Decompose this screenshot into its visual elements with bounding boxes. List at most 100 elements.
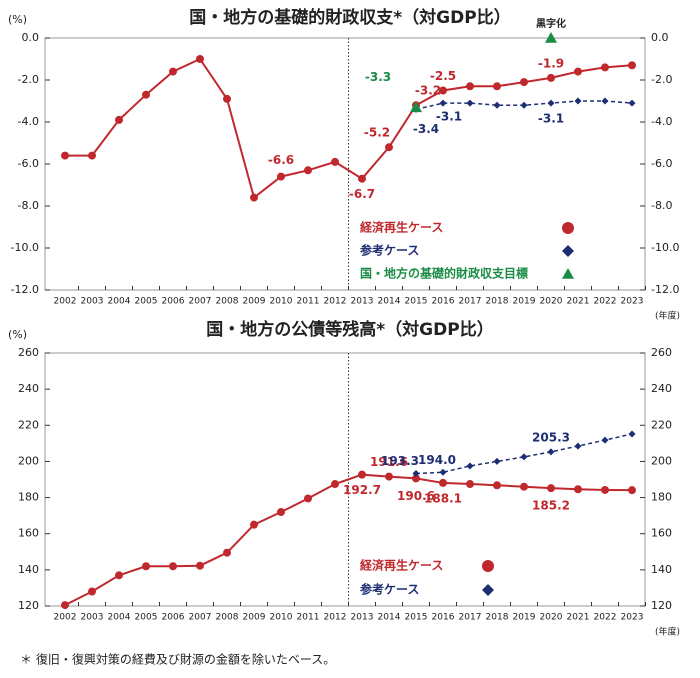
plot-frame: [44, 37, 646, 291]
data-point: [545, 32, 557, 43]
series-line: [65, 57, 633, 200]
data-point: [547, 73, 555, 82]
data-point: [385, 143, 393, 152]
x-tick-label: 2018: [486, 297, 509, 307]
data-point: [412, 470, 420, 478]
y-tick-label: 260: [18, 346, 39, 359]
x-axis-label: (年度): [655, 310, 680, 322]
data-point: [358, 174, 366, 183]
data-point: [439, 478, 447, 487]
x-tick-label: 2021: [567, 613, 590, 623]
y-tick-label: 0.0: [22, 31, 40, 44]
data-point: [520, 482, 528, 491]
y2-tick-label: 240: [651, 382, 672, 395]
value-label: 192.7: [343, 483, 381, 497]
data-point: [547, 448, 555, 456]
y-tick-label: -8.0: [18, 199, 39, 212]
y-tick-label: 180: [18, 491, 39, 504]
data-point: [412, 474, 420, 483]
y-tick-label: 120: [18, 599, 39, 612]
y2-tick-label: -12.0: [651, 283, 679, 296]
chart-title: 国・地方の基礎的財政収支*（対GDP比）: [189, 7, 510, 28]
value-label: 185.2: [532, 499, 570, 513]
legend-marker: [562, 222, 574, 234]
data-point: [574, 97, 582, 105]
y2-tick-label: -2.0: [651, 73, 672, 86]
x-tick-label: 2020: [540, 297, 563, 307]
y-tick-label: 160: [18, 527, 39, 540]
data-point: [628, 99, 636, 107]
value-label: -3.1: [538, 112, 564, 126]
chart-title: 国・地方の公債等残高*（対GDP比）: [206, 319, 493, 340]
x-tick-label: 2023: [621, 613, 644, 623]
value-label: 205.3: [532, 430, 570, 444]
series-line: [64, 473, 633, 606]
data-point: [277, 508, 285, 517]
plot-frame: [44, 352, 646, 607]
value-label: -3.4: [413, 122, 439, 136]
x-tick-label: 2017: [459, 613, 482, 623]
value-label: 190.6: [397, 489, 435, 503]
x-tick-label: 2021: [567, 297, 590, 307]
value-label: -6.6: [268, 153, 294, 167]
y-axis-label: (%): [8, 328, 27, 341]
data-point: [520, 453, 528, 461]
x-tick-label: 2012: [324, 297, 347, 307]
y-tick-label: -2.0: [18, 73, 39, 86]
y2-tick-label: -6.0: [651, 157, 672, 170]
value-label: -2.5: [430, 69, 456, 83]
y2-tick-label: 260: [651, 346, 672, 359]
y2-tick-label: 160: [651, 527, 672, 540]
x-tick-label: 2009: [243, 297, 266, 307]
data-point: [385, 472, 393, 481]
legend-label: 国・地方の基礎的財政収支目標: [360, 266, 528, 281]
data-point: [601, 97, 609, 105]
data-point: [601, 63, 609, 72]
data-point: [493, 101, 501, 109]
x-tick-label: 2020: [540, 613, 563, 623]
x-tick-label: 2015: [405, 613, 428, 623]
y-tick-label: 220: [18, 418, 39, 431]
data-point: [115, 115, 123, 124]
data-point: [628, 486, 636, 495]
series-line: [415, 433, 633, 475]
data-point: [466, 480, 474, 489]
x-tick-label: 2007: [189, 613, 212, 623]
x-tick-label: 2003: [81, 613, 104, 623]
data-point: [493, 82, 501, 91]
x-tick-label: 2022: [594, 613, 617, 623]
x-tick-label: 2004: [108, 613, 131, 623]
data-point: [331, 157, 339, 166]
x-tick-label: 2005: [135, 297, 158, 307]
x-tick-label: 2005: [135, 613, 158, 623]
data-point: [601, 485, 609, 494]
x-tick-label: 2016: [432, 297, 455, 307]
x-tick-label: 2012: [324, 613, 347, 623]
data-point: [547, 99, 555, 107]
y-tick-label: 200: [18, 454, 39, 467]
data-point: [466, 462, 474, 470]
legend-label: 参考ケース: [360, 582, 419, 597]
value-label: -3.2: [415, 84, 441, 98]
x-tick-label: 2002: [54, 613, 77, 623]
y2-tick-label: -4.0: [651, 115, 672, 128]
data-point: [250, 193, 258, 202]
data-point: [223, 548, 231, 557]
value-label: -3.1: [436, 110, 462, 124]
x-tick-label: 2013: [351, 613, 374, 623]
data-point: [574, 442, 582, 450]
y2-tick-label: 220: [651, 418, 672, 431]
data-point: [61, 151, 69, 160]
data-point: [142, 90, 150, 99]
data-point: [88, 587, 96, 596]
legend-marker: [482, 584, 494, 596]
x-tick-label: 2006: [162, 297, 185, 307]
data-point: [196, 55, 204, 63]
value-label: 191.6: [370, 455, 408, 469]
x-tick-label: 2008: [216, 297, 239, 307]
y-tick-label: -12.0: [11, 283, 39, 296]
x-tick-label: 2017: [459, 297, 482, 307]
x-tick-label: 2003: [81, 297, 104, 307]
data-point: [304, 494, 312, 503]
y-tick-label: 140: [18, 563, 39, 576]
